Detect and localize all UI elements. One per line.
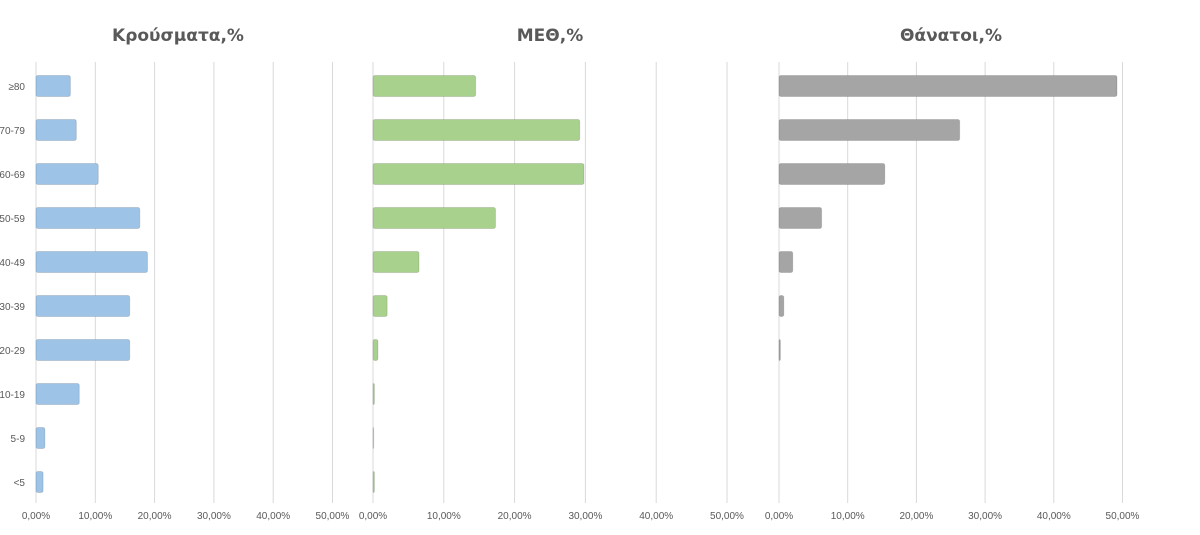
bar-0-4 (35, 251, 148, 273)
chart-title: Θάνατοι,% (900, 26, 1002, 46)
chart-title: Κρούσματα,% (112, 26, 244, 46)
x-tick-label: 10,00% (831, 511, 865, 522)
bar-2-6 (778, 339, 781, 361)
bar-1-5 (372, 295, 388, 317)
bar-2-5 (778, 295, 785, 317)
bar-1-6 (372, 339, 379, 361)
bar-2-3 (778, 207, 823, 229)
x-tick-label: 0,00% (765, 511, 793, 522)
bar-0-0 (35, 75, 71, 97)
x-tick-label: 40,00% (1037, 511, 1071, 522)
category-label: 10-19 (0, 390, 25, 401)
x-tick-label: 30,00% (968, 511, 1002, 522)
bar-1-4 (372, 251, 420, 273)
x-tick-label: 30,00% (197, 511, 231, 522)
x-tick-label: 10,00% (427, 511, 461, 522)
category-label: 50-59 (0, 214, 25, 225)
bar-1-0 (372, 75, 477, 97)
bar-1-9 (372, 471, 375, 493)
category-label: 30-39 (0, 302, 25, 313)
bar-0-2 (35, 163, 99, 185)
bar-0-1 (35, 119, 77, 141)
category-label: ≥80 (8, 82, 25, 93)
x-tick-label: 20,00% (899, 511, 933, 522)
category-label: 60-69 (0, 170, 25, 181)
x-tick-label: 50,00% (316, 511, 350, 522)
bar-0-9 (35, 471, 44, 493)
chart-title: ΜΕΘ,% (517, 26, 583, 46)
bar-1-3 (372, 207, 496, 229)
bar-2-2 (778, 163, 886, 185)
bar-0-7 (35, 383, 80, 405)
x-tick-label: 50,00% (710, 511, 744, 522)
bar-0-6 (35, 339, 131, 361)
bar-2-1 (778, 119, 961, 141)
bar-0-8 (35, 427, 46, 449)
category-label: <5 (14, 478, 26, 489)
bar-1-2 (372, 163, 585, 185)
x-tick-label: 10,00% (78, 511, 112, 522)
bar-0-5 (35, 295, 131, 317)
category-label: 40-49 (0, 258, 25, 269)
x-tick-label: 40,00% (256, 511, 290, 522)
bar-1-1 (372, 119, 581, 141)
x-tick-label: 0,00% (22, 511, 50, 522)
bar-1-7 (372, 383, 375, 405)
bar-1-8 (372, 427, 375, 449)
x-tick-label: 30,00% (568, 511, 602, 522)
category-label: 70-79 (0, 126, 25, 137)
x-tick-label: 40,00% (639, 511, 673, 522)
bar-2-4 (778, 251, 794, 273)
category-label: 5-9 (11, 434, 26, 445)
x-tick-label: 0,00% (359, 511, 387, 522)
x-tick-label: 50,00% (1106, 511, 1140, 522)
x-tick-label: 20,00% (498, 511, 532, 522)
x-tick-label: 20,00% (138, 511, 172, 522)
bar-2-0 (778, 75, 1118, 97)
category-label: 20-29 (0, 346, 25, 357)
bar-0-3 (35, 207, 141, 229)
